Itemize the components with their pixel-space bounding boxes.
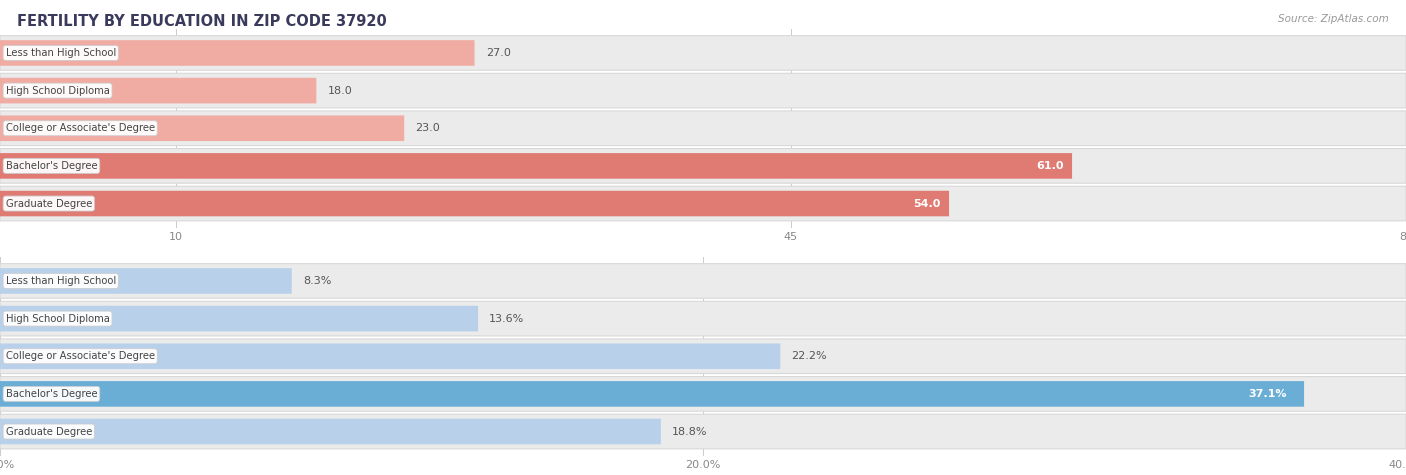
FancyBboxPatch shape	[0, 419, 661, 444]
FancyBboxPatch shape	[0, 414, 1406, 449]
Text: Less than High School: Less than High School	[6, 276, 115, 286]
Text: Bachelor's Degree: Bachelor's Degree	[6, 389, 97, 399]
Text: 54.0: 54.0	[912, 199, 941, 209]
Text: 13.6%: 13.6%	[489, 314, 524, 323]
FancyBboxPatch shape	[0, 377, 1406, 411]
Text: 18.0: 18.0	[328, 86, 353, 95]
Text: College or Associate's Degree: College or Associate's Degree	[6, 351, 155, 361]
Text: 18.8%: 18.8%	[672, 427, 707, 437]
FancyBboxPatch shape	[0, 186, 1406, 221]
FancyBboxPatch shape	[0, 73, 1406, 108]
Text: FERTILITY BY EDUCATION IN ZIP CODE 37920: FERTILITY BY EDUCATION IN ZIP CODE 37920	[17, 14, 387, 29]
Text: 27.0: 27.0	[486, 48, 510, 58]
FancyBboxPatch shape	[0, 111, 1406, 145]
FancyBboxPatch shape	[0, 381, 1305, 407]
FancyBboxPatch shape	[0, 264, 1406, 298]
FancyBboxPatch shape	[0, 153, 1073, 179]
Text: 37.1%: 37.1%	[1249, 389, 1286, 399]
Text: Source: ZipAtlas.com: Source: ZipAtlas.com	[1278, 14, 1389, 24]
Text: Graduate Degree: Graduate Degree	[6, 427, 91, 437]
Text: College or Associate's Degree: College or Associate's Degree	[6, 123, 155, 133]
FancyBboxPatch shape	[0, 301, 1406, 336]
Text: 8.3%: 8.3%	[304, 276, 332, 286]
FancyBboxPatch shape	[0, 343, 780, 369]
Text: High School Diploma: High School Diploma	[6, 314, 110, 323]
FancyBboxPatch shape	[0, 78, 316, 104]
FancyBboxPatch shape	[0, 306, 478, 332]
Text: Graduate Degree: Graduate Degree	[6, 199, 91, 209]
Text: Less than High School: Less than High School	[6, 48, 115, 58]
Text: 61.0: 61.0	[1036, 161, 1063, 171]
Text: 22.2%: 22.2%	[792, 351, 827, 361]
FancyBboxPatch shape	[0, 339, 1406, 373]
Text: 23.0: 23.0	[416, 123, 440, 133]
FancyBboxPatch shape	[0, 115, 405, 141]
FancyBboxPatch shape	[0, 149, 1406, 183]
FancyBboxPatch shape	[0, 268, 292, 294]
Text: High School Diploma: High School Diploma	[6, 86, 110, 95]
FancyBboxPatch shape	[0, 36, 1406, 70]
FancyBboxPatch shape	[0, 191, 949, 216]
Text: Bachelor's Degree: Bachelor's Degree	[6, 161, 97, 171]
FancyBboxPatch shape	[0, 40, 475, 66]
